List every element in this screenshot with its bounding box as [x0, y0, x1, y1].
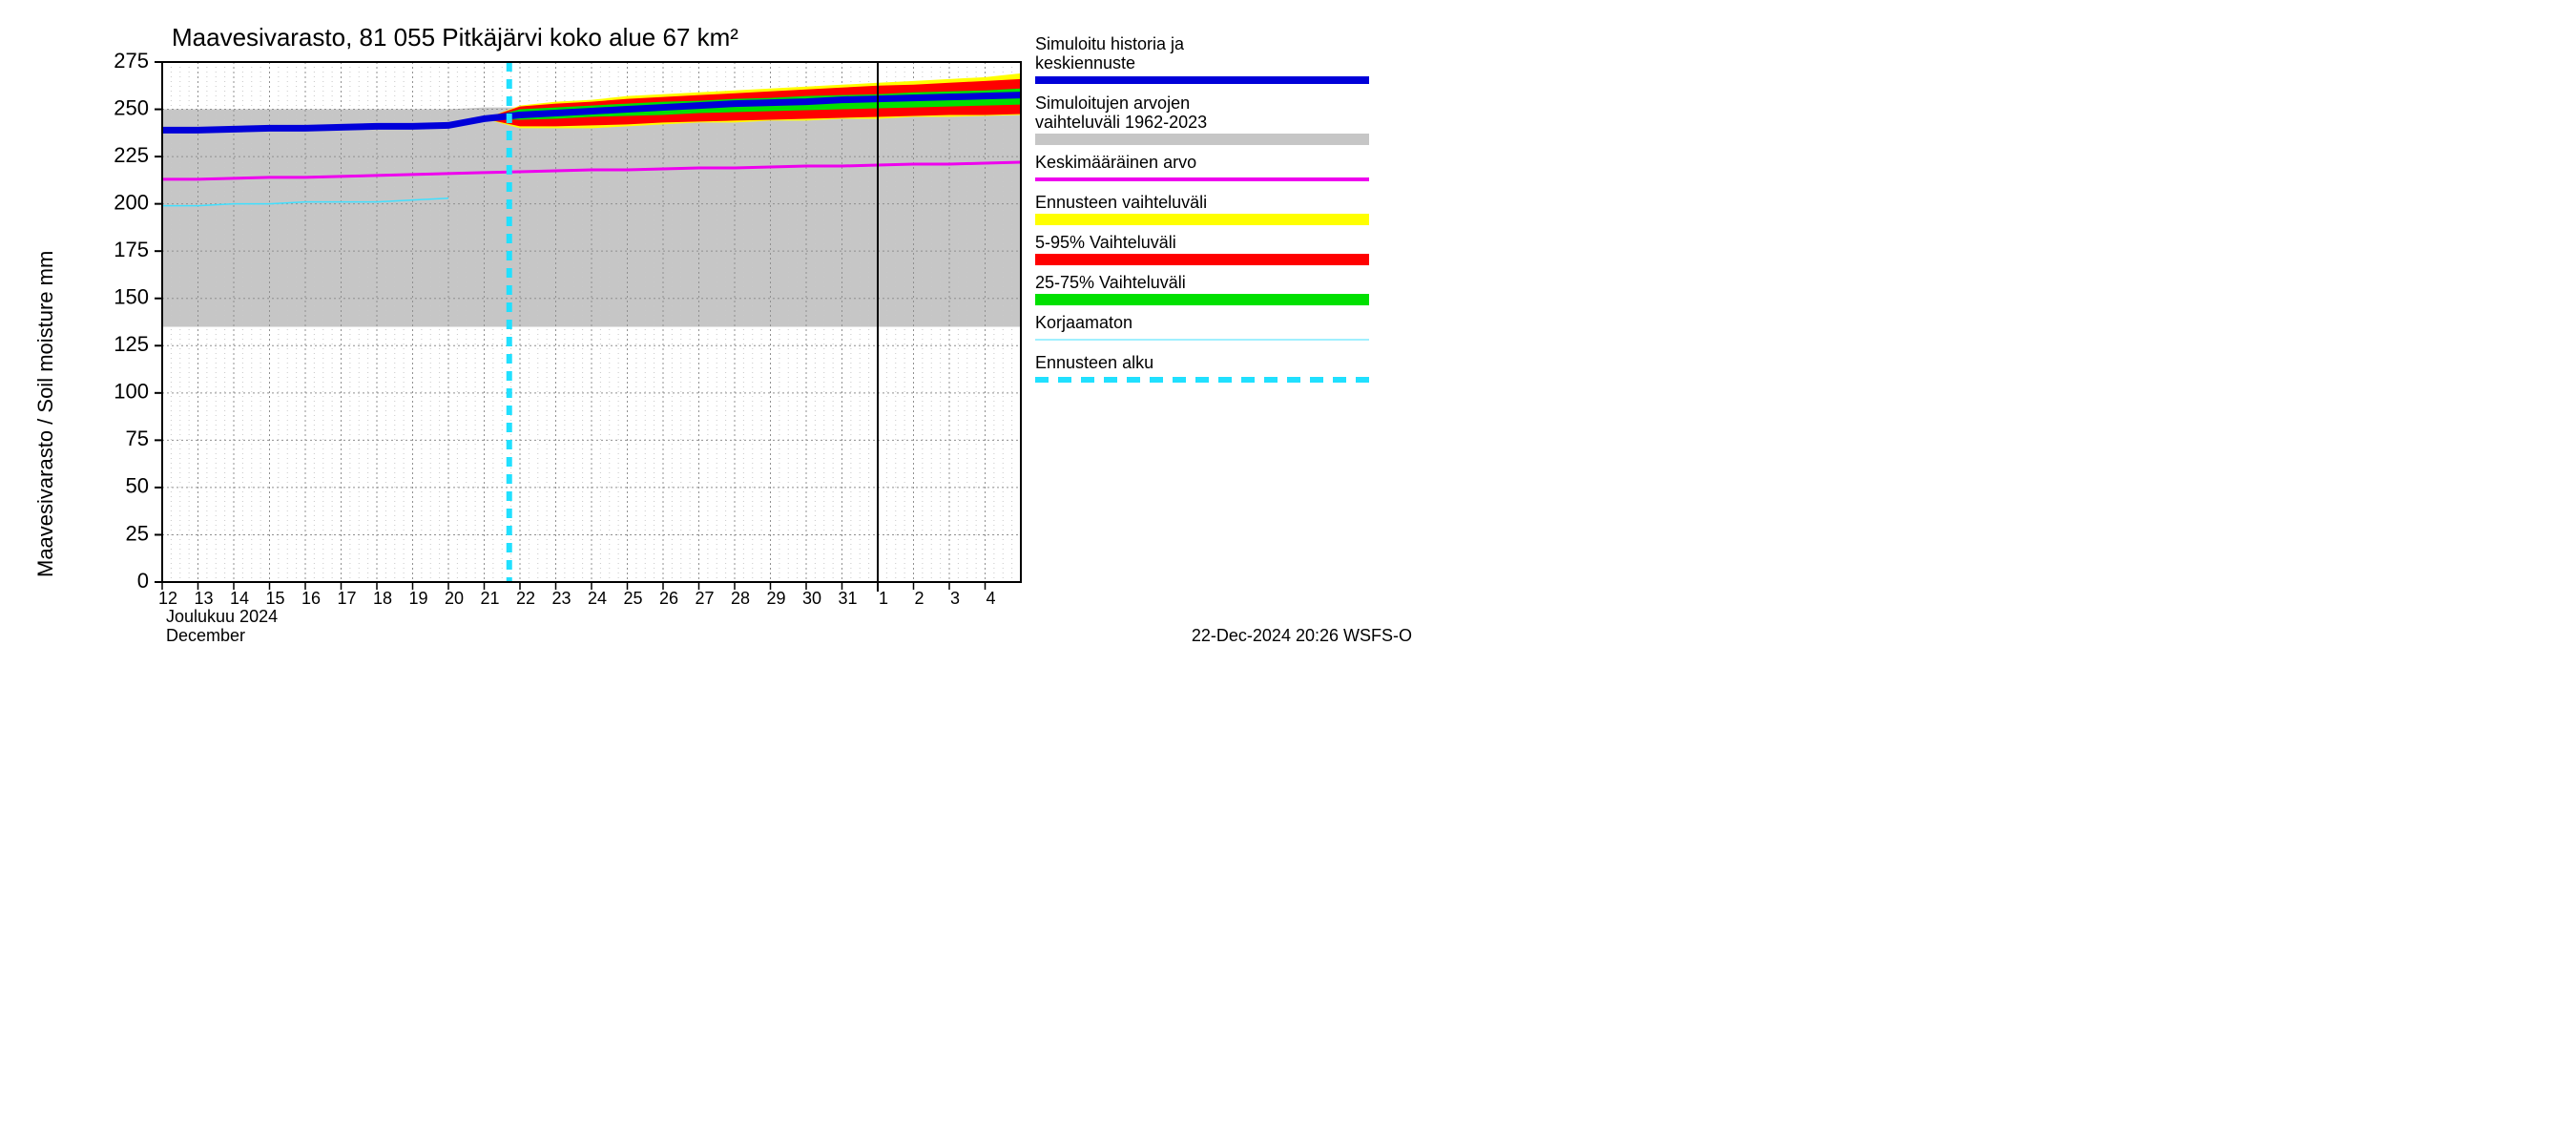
y-tick-label: 50 — [126, 474, 149, 498]
y-tick-label: 125 — [114, 332, 149, 356]
x-tick-label: 24 — [588, 589, 607, 608]
legend-label: 5-95% Vaihteluväli — [1035, 233, 1176, 252]
x-tick-label: 4 — [986, 589, 995, 608]
x-month-fi: Joulukuu 2024 — [166, 607, 278, 626]
y-tick-label: 275 — [114, 49, 149, 73]
legend-swatch — [1035, 134, 1369, 145]
y-tick-label: 200 — [114, 190, 149, 214]
x-tick-label: 31 — [838, 589, 857, 608]
x-tick-label: 14 — [230, 589, 249, 608]
x-tick-label: 26 — [659, 589, 678, 608]
x-tick-label: 17 — [337, 589, 356, 608]
legend-label: Simuloitu historia ja — [1035, 34, 1185, 53]
legend-label: vaihteluväli 1962-2023 — [1035, 113, 1207, 132]
x-tick-label: 1 — [879, 589, 888, 608]
x-tick-label: 3 — [950, 589, 960, 608]
y-tick-label: 0 — [137, 569, 149, 593]
x-tick-label: 18 — [373, 589, 392, 608]
chart-title: Maavesivarasto, 81 055 Pitkäjärvi koko a… — [172, 23, 738, 52]
x-tick-label: 25 — [623, 589, 642, 608]
y-tick-label: 75 — [126, 427, 149, 450]
x-tick-label: 12 — [158, 589, 177, 608]
x-tick-label: 21 — [480, 589, 499, 608]
chart-svg: 0255075100125150175200225250275121314151… — [0, 0, 1431, 668]
y-tick-label: 25 — [126, 521, 149, 545]
y-axis-label: Maavesivarasto / Soil moisture mm — [33, 251, 57, 577]
x-tick-label: 28 — [731, 589, 750, 608]
legend-label: Simuloitujen arvojen — [1035, 94, 1190, 113]
y-tick-label: 175 — [114, 238, 149, 261]
legend-label: Ennusteen vaihteluväli — [1035, 193, 1207, 212]
x-tick-label: 20 — [445, 589, 464, 608]
x-tick-label: 27 — [695, 589, 714, 608]
x-tick-label: 15 — [265, 589, 284, 608]
y-tick-label: 100 — [114, 380, 149, 404]
legend-swatch — [1035, 254, 1369, 265]
x-tick-label: 2 — [914, 589, 924, 608]
chart-container: 0255075100125150175200225250275121314151… — [0, 0, 1431, 668]
x-tick-label: 30 — [802, 589, 821, 608]
x-tick-label: 22 — [516, 589, 535, 608]
legend-label: Keskimääräinen arvo — [1035, 153, 1196, 172]
y-tick-label: 250 — [114, 95, 149, 119]
legend-label: Ennusteen alku — [1035, 353, 1153, 372]
legend-label: 25-75% Vaihteluväli — [1035, 273, 1186, 292]
x-tick-label: 29 — [766, 589, 785, 608]
legend-swatch — [1035, 214, 1369, 225]
x-month-en: December — [166, 626, 245, 645]
legend-label: Korjaamaton — [1035, 313, 1132, 332]
x-tick-label: 23 — [551, 589, 571, 608]
x-tick-label: 13 — [194, 589, 213, 608]
legend-swatch — [1035, 294, 1369, 305]
legend-label: keskiennuste — [1035, 53, 1135, 73]
timestamp: 22-Dec-2024 20:26 WSFS-O — [1192, 626, 1412, 645]
x-tick-label: 16 — [301, 589, 321, 608]
y-tick-label: 150 — [114, 285, 149, 309]
y-tick-label: 225 — [114, 143, 149, 167]
x-tick-label: 19 — [408, 589, 427, 608]
